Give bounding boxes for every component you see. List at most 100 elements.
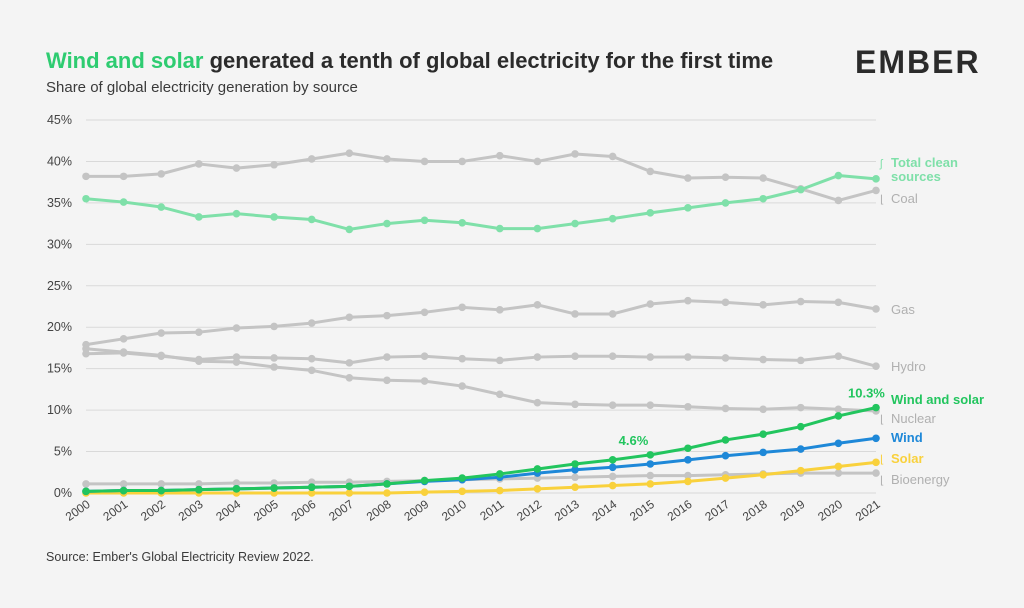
data-point-bioenergy (684, 471, 692, 480)
series-label-hydro: Hydro (891, 359, 926, 374)
data-point-windsolar (533, 465, 542, 473)
data-point-windsolar (157, 486, 166, 495)
data-point-coal (232, 164, 241, 172)
data-point-hydro (383, 353, 391, 361)
data-point-gas (571, 310, 579, 318)
label-bracket-clean: ʃ (879, 158, 884, 170)
series-label-clean: Total clean (891, 155, 958, 170)
data-point-bioenergy (82, 480, 90, 488)
data-point-nuclear (721, 404, 730, 413)
data-point-nuclear (608, 401, 617, 409)
data-point-hydro (345, 359, 354, 367)
data-point-gas (684, 296, 692, 305)
x-tick-label: 2005 (251, 497, 281, 524)
data-point-coal (345, 149, 354, 157)
data-point-nuclear (496, 390, 504, 399)
data-point-windsolar (458, 474, 466, 482)
data-point-clean (307, 215, 316, 224)
data-point-wind (571, 465, 579, 474)
data-point-gas (608, 310, 617, 318)
data-point-clean (721, 199, 730, 207)
data-point-nuclear (796, 403, 805, 412)
data-point-wind (872, 434, 880, 443)
data-point-windsolar (307, 483, 316, 491)
data-point-solar (646, 480, 655, 488)
data-point-solar (496, 486, 504, 495)
y-tick-label: 15% (47, 362, 72, 376)
data-point-hydro (646, 353, 655, 361)
data-point-solar (684, 477, 692, 486)
data-point-coal (307, 155, 316, 163)
data-point-nuclear (157, 351, 166, 360)
data-point-clean (533, 224, 542, 233)
series-label-coal: Coal (891, 191, 918, 206)
data-point-windsolar (119, 486, 128, 495)
data-point-coal (119, 172, 128, 181)
data-point-gas (383, 311, 391, 320)
data-point-bioenergy (232, 479, 241, 487)
data-point-nuclear (345, 373, 354, 382)
annotation-label: 4.6% (619, 433, 649, 448)
x-tick-label: 2012 (514, 497, 544, 524)
data-point-solar (608, 481, 617, 490)
data-point-hydro (571, 352, 579, 361)
label-bracket-coal: ⌊ (880, 194, 884, 206)
data-point-solar (759, 470, 767, 479)
data-point-clean (458, 218, 466, 227)
data-point-windsolar (872, 403, 880, 412)
x-tick-label: 2000 (63, 497, 93, 524)
x-tick-label: 2020 (815, 497, 845, 524)
data-point-windsolar (195, 485, 203, 494)
data-point-coal (834, 196, 843, 205)
data-point-hydro (834, 352, 843, 361)
data-point-nuclear (646, 401, 655, 409)
data-point-solar (571, 483, 579, 491)
series-label-solar: Solar (891, 451, 924, 466)
data-point-wind (608, 463, 617, 472)
data-point-wind (646, 460, 655, 468)
data-point-clean (646, 209, 655, 217)
data-point-solar (420, 488, 429, 496)
data-point-nuclear (458, 382, 466, 390)
data-point-nuclear (119, 348, 128, 356)
data-point-windsolar (420, 476, 429, 485)
data-point-clean (383, 219, 391, 228)
source-note: Source: Ember's Global Electricity Revie… (46, 550, 314, 564)
data-point-gas (232, 324, 241, 332)
y-tick-label: 20% (47, 320, 72, 334)
data-point-bioenergy (195, 480, 203, 488)
series-line-windsolar (84, 406, 878, 493)
data-point-nuclear (195, 357, 203, 366)
data-point-gas (195, 328, 203, 336)
y-tick-label: 0% (54, 486, 72, 500)
data-point-coal (157, 170, 166, 178)
data-point-coal (684, 174, 692, 182)
series-line-coal (84, 151, 878, 202)
data-point-nuclear (684, 402, 692, 411)
chart-subtitle: Share of global electricity generation b… (46, 79, 358, 96)
data-point-nuclear (571, 400, 579, 409)
x-tick-label: 2003 (176, 497, 206, 524)
data-point-clean (796, 185, 805, 194)
data-point-coal (270, 160, 278, 169)
label-bracket-solar: ⌊ (880, 454, 884, 466)
y-tick-label: 40% (47, 154, 72, 168)
data-point-wind (721, 451, 730, 460)
x-tick-label: 2018 (740, 497, 770, 524)
data-point-solar (834, 462, 843, 471)
y-tick-label: 30% (47, 237, 72, 251)
data-point-clean (684, 204, 692, 212)
data-point-clean (345, 225, 354, 234)
data-point-nuclear (270, 363, 278, 371)
data-point-windsolar (82, 487, 90, 496)
data-point-wind (796, 445, 805, 453)
y-tick-label: 35% (47, 196, 72, 210)
data-point-nuclear (759, 405, 767, 414)
data-point-solar (872, 458, 880, 467)
data-point-clean (872, 175, 880, 183)
data-point-wind (759, 448, 767, 457)
data-point-nuclear (383, 376, 391, 385)
title-rest: generated a tenth of global electricity … (203, 48, 774, 73)
data-point-windsolar (345, 482, 354, 491)
